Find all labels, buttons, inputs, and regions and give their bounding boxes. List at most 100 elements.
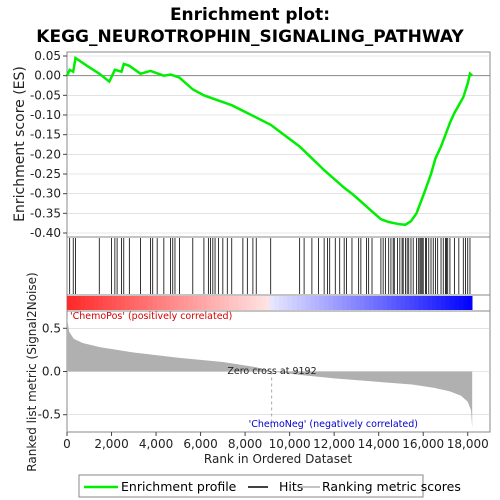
colorbar-segment: [175, 296, 180, 310]
colorbar-segment: [355, 296, 360, 310]
es-ylabel: Enrichment score (ES): [12, 66, 28, 222]
es-tick-label: -0.30: [30, 187, 61, 201]
x-tick-label: 14,000: [358, 437, 400, 451]
colorbar-segment: [76, 296, 81, 310]
colorbar-segment: [368, 296, 374, 310]
colorbar-segment: [418, 296, 423, 310]
es-tick-label: -0.20: [30, 147, 61, 161]
colorbar-segment: [206, 296, 212, 310]
es-yticks: 0.05 0.00 -0.05 -0.10 -0.15 -0.20 -0.25 -0.30 -0…: [30, 49, 67, 240]
colorbar-segment: [422, 296, 428, 310]
colorbar-segment: [256, 296, 261, 310]
colorbar-segment: [130, 296, 135, 310]
x-tick-label: 8,000: [228, 437, 262, 451]
colorbar-segment: [292, 296, 297, 310]
colorbar-segment: [391, 296, 396, 310]
colorbar-segment: [364, 296, 369, 310]
x-tick-label: 0: [63, 437, 71, 451]
colorbar-segment: [197, 296, 203, 310]
legend-label-metric: Ranking metric scores: [322, 479, 461, 494]
colorbar-segment: [373, 296, 378, 310]
colorbar-segment: [112, 296, 117, 310]
colorbar-segment: [404, 296, 410, 310]
colorbar-segment: [220, 296, 225, 310]
colorbar-segment: [319, 296, 324, 310]
colorbar-segment: [238, 296, 243, 310]
colorbar-segment: [247, 296, 252, 310]
colorbar-segment: [179, 296, 185, 310]
colorbar-segment: [143, 296, 149, 310]
colorbar-segment: [314, 296, 320, 310]
es-tick-label: -0.15: [30, 128, 61, 142]
neg-label: 'ChemoNeg' (negatively correlated): [249, 419, 418, 430]
colorbar-segment: [310, 296, 315, 310]
colorbar-segment: [211, 296, 216, 310]
colorbar-segment: [157, 296, 162, 310]
colorbar-segment: [346, 296, 351, 310]
rank-colorbar: [67, 296, 473, 310]
colorbar-segment: [80, 296, 86, 310]
colorbar-segment: [242, 296, 248, 310]
es-tick-label: -0.10: [30, 108, 61, 122]
metric-ylabel: Ranked list metric (Signal2Noise): [25, 272, 39, 471]
chart-title-line1: Enrichment plot:: [170, 5, 330, 25]
colorbar-segment: [413, 296, 419, 310]
colorbar-segment: [121, 296, 126, 310]
colorbar-segment: [454, 296, 459, 310]
colorbar-segment: [386, 296, 392, 310]
colorbar-segment: [71, 296, 77, 310]
colorbar-segment: [440, 296, 446, 310]
colorbar-segment: [193, 296, 198, 310]
x-tick-label: 16,000: [402, 437, 444, 451]
colorbar-segment: [427, 296, 432, 310]
legend-label-enrichment: Enrichment profile: [121, 479, 237, 494]
colorbar-segment: [134, 296, 140, 310]
colorbar-segment: [296, 296, 302, 310]
colorbar-segment: [215, 296, 221, 310]
legend-label-hits: Hits: [279, 479, 303, 494]
colorbar-segment: [139, 296, 144, 310]
x-tick-label: 12,000: [313, 437, 355, 451]
colorbar-segment: [166, 296, 171, 310]
colorbar-segment: [188, 296, 194, 310]
colorbar-segment: [382, 296, 387, 310]
x-ticks: 0 2,000 4,000 6,000 8,000 10,000 12,000 14,000 1…: [63, 432, 489, 451]
colorbar-segment: [274, 296, 279, 310]
colorbar-segment: [184, 296, 189, 310]
pos-label: 'ChemoPos' (positively correlated): [70, 311, 232, 322]
colorbar-segment: [467, 296, 473, 310]
colorbar-segment: [269, 296, 275, 310]
colorbar-segment: [224, 296, 230, 310]
colorbar-segment: [328, 296, 333, 310]
chart-title-line2: KEGG_NEUROTROPHIN_SIGNALING_PATHWAY: [36, 27, 464, 47]
metric-tick-label: -0.5: [38, 408, 61, 422]
colorbar-segment: [445, 296, 450, 310]
colorbar-segment: [89, 296, 95, 310]
zero-cross-label: Zero cross at 9192: [227, 366, 316, 377]
colorbar-segment: [395, 296, 401, 310]
es-profile-line: [65, 55, 474, 226]
colorbar-segment: [436, 296, 441, 310]
colorbar-segment: [161, 296, 167, 310]
colorbar-segment: [323, 296, 329, 310]
colorbar-segment: [107, 296, 113, 310]
es-tick-label: 0.05: [34, 49, 61, 63]
es-panel-frame: [66, 51, 491, 238]
colorbar-segment: [377, 296, 383, 310]
colorbar-segment: [67, 296, 72, 310]
colorbar-segment: [305, 296, 311, 310]
colorbar-segment: [350, 296, 356, 310]
colorbar-segment: [251, 296, 257, 310]
colorbar-segment: [409, 296, 414, 310]
x-axis-label: Rank in Ordered Dataset: [204, 452, 352, 466]
colorbar-segment: [463, 296, 468, 310]
es-tick-label: -0.05: [30, 88, 61, 102]
hits-panel: [66, 236, 491, 296]
colorbar-segment: [449, 296, 455, 310]
colorbar-panel: [66, 294, 491, 312]
hit-marks: [69, 238, 471, 294]
es-panel: 0.05 0.00 -0.05 -0.10 -0.15 -0.20 -0.25 -0.30 -0…: [30, 49, 491, 240]
colorbar-segment: [202, 296, 207, 310]
metric-panel: 0.5 0.0 -0.5 'ChemoPos' (positively correl…: [38, 310, 491, 433]
